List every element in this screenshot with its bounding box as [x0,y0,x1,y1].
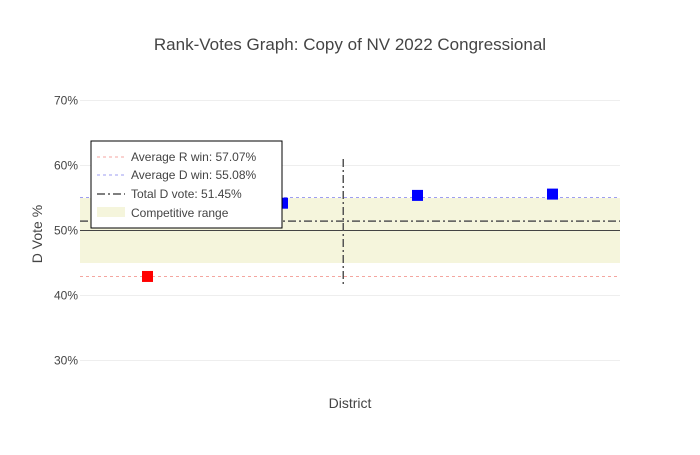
legend: Average R win: 57.07% Average D win: 55.… [90,140,283,229]
y-tick-label: 30% [54,354,78,368]
chart-title: Rank-Votes Graph: Copy of NV 2022 Congre… [154,35,546,54]
r-district-point [142,270,153,282]
x-axis-title: District [329,395,372,411]
legend-competitive-label: Competitive range [131,206,229,220]
y-tick-label: 40% [54,289,78,303]
legend-competitive-swatch [97,207,125,217]
d-district-point [412,189,423,201]
d-district-point [547,188,558,200]
legend-avg-d-label: Average D win: 55.08% [131,168,257,182]
y-tick-label: 50% [54,224,78,238]
y-tick-label: 60% [54,159,78,173]
legend-total-d-label: Total D vote: 51.45% [131,187,242,201]
y-axis-title: D Vote % [29,205,45,263]
y-tick-label: 70% [54,94,78,108]
legend-avg-r-label: Average R win: 57.07% [131,150,257,164]
y-axis-ticks: 30% 40% 50% 60% 70% [54,94,78,368]
